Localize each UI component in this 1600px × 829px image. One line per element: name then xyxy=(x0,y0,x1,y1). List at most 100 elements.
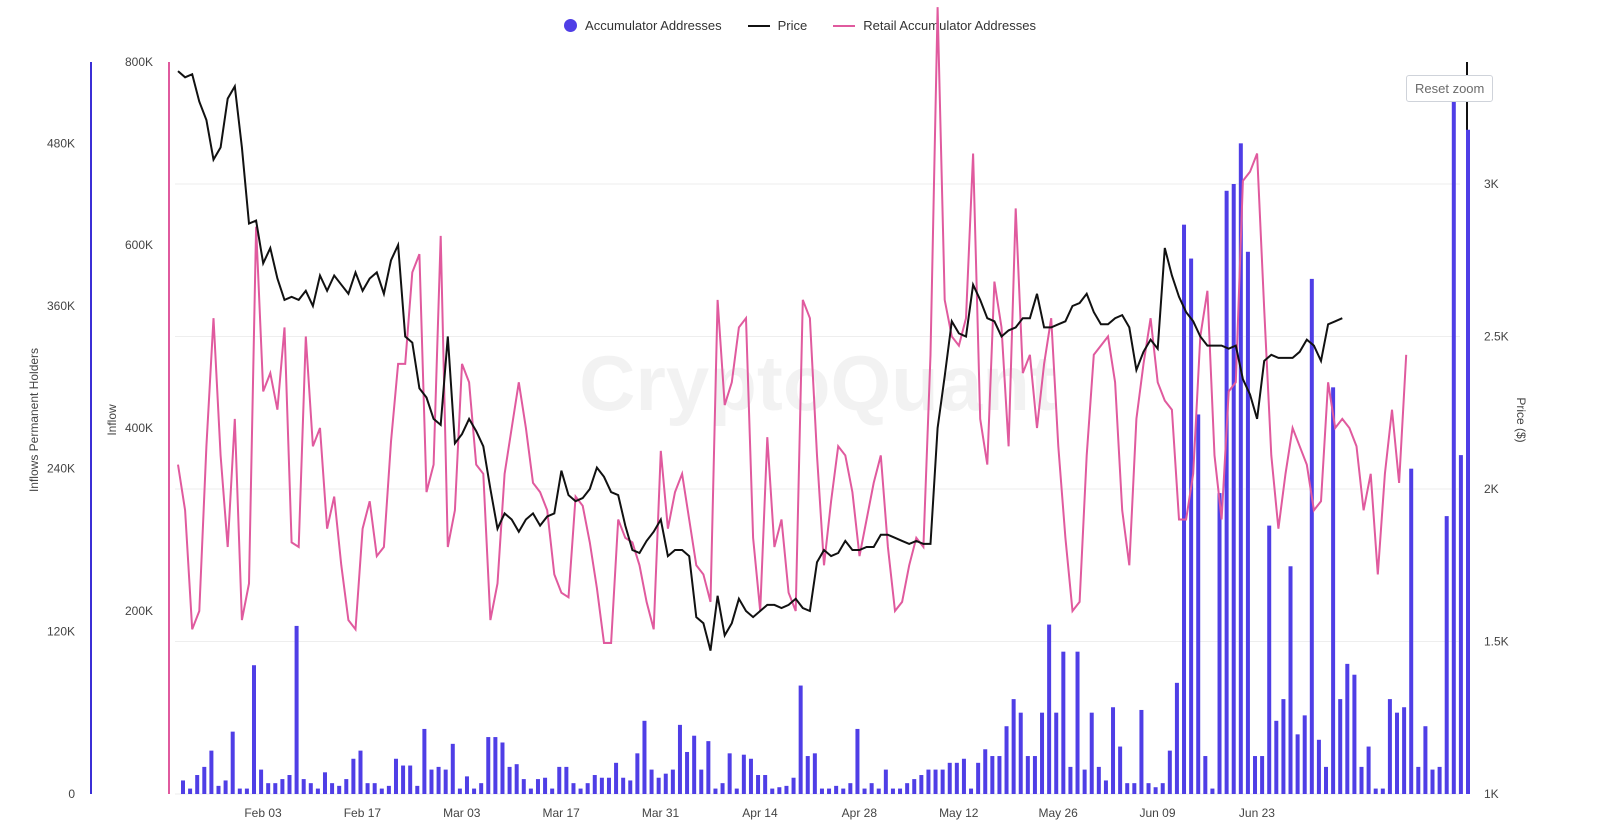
bar-accumulator xyxy=(322,772,327,794)
y-inner-tick-label: 200K xyxy=(125,604,153,618)
y-inner-tick-label: 800K xyxy=(125,55,153,69)
bar-accumulator xyxy=(379,788,384,794)
bar-accumulator xyxy=(727,753,732,794)
bar-accumulator xyxy=(1224,190,1229,794)
bar-accumulator xyxy=(905,783,910,794)
bar-accumulator xyxy=(1430,769,1435,794)
bar-accumulator xyxy=(614,762,619,794)
bar-accumulator xyxy=(990,756,995,794)
bar-accumulator xyxy=(635,753,640,794)
bar-accumulator xyxy=(287,775,292,794)
bar-accumulator xyxy=(670,769,675,794)
bar-accumulator xyxy=(585,783,590,794)
bar-accumulator xyxy=(1167,750,1172,794)
bar-accumulator xyxy=(763,775,768,794)
bar-accumulator xyxy=(1111,707,1116,794)
bar-accumulator xyxy=(457,788,462,794)
bar-accumulator xyxy=(443,769,448,794)
bar-accumulator xyxy=(777,787,782,794)
bar-accumulator xyxy=(493,737,498,794)
bar-accumulator xyxy=(429,769,434,794)
series-line-price xyxy=(177,70,1343,651)
legend-line-icon xyxy=(747,24,770,27)
bar-accumulator xyxy=(961,758,966,794)
bar-accumulator xyxy=(1089,712,1094,794)
bar-accumulator xyxy=(535,779,540,794)
bar-accumulator xyxy=(436,766,441,794)
bar-accumulator xyxy=(358,750,363,794)
bar-accumulator xyxy=(280,779,285,794)
bar-accumulator xyxy=(223,780,228,794)
bar-accumulator xyxy=(770,788,775,794)
bar-accumulator xyxy=(1075,651,1080,794)
bar-accumulator xyxy=(1359,766,1364,794)
bar-accumulator xyxy=(1238,143,1243,795)
watermark: CryptoQuant xyxy=(579,339,1056,427)
bar-accumulator xyxy=(1316,739,1321,794)
bar-accumulator xyxy=(216,785,221,794)
bar-accumulator xyxy=(315,788,320,794)
bar-accumulator xyxy=(1402,707,1407,794)
legend-item-retail[interactable]: Retail Accumulator Addresses xyxy=(833,18,1036,33)
bar-accumulator xyxy=(450,743,455,794)
bar-accumulator xyxy=(656,777,661,794)
bar-accumulator xyxy=(1153,787,1158,794)
bar-accumulator xyxy=(543,777,548,794)
bar-accumulator xyxy=(741,754,746,794)
bar-accumulator xyxy=(181,780,185,794)
bar-accumulator xyxy=(1253,756,1258,794)
bar-accumulator xyxy=(699,769,704,794)
bar-accumulator xyxy=(1217,493,1222,794)
bar-accumulator xyxy=(1423,726,1428,794)
bar-accumulator xyxy=(976,762,981,794)
y-price-tick-label: 2K xyxy=(1484,482,1499,496)
bar-accumulator xyxy=(514,764,519,794)
bar-accumulator xyxy=(1139,709,1144,794)
bar-accumulator xyxy=(819,788,824,794)
bar-accumulator xyxy=(1146,783,1151,794)
bar-accumulator xyxy=(834,785,839,794)
bar-accumulator xyxy=(876,788,881,794)
bar-accumulator xyxy=(230,731,235,794)
bar-accumulator xyxy=(628,780,633,794)
bar-accumulator xyxy=(947,762,952,794)
bar-accumulator xyxy=(1203,756,1208,794)
bar-accumulator xyxy=(486,737,491,794)
y-price-tick-label: 3K xyxy=(1484,177,1499,191)
bar-accumulator xyxy=(827,788,832,794)
bar-accumulator xyxy=(791,777,796,794)
bar-accumulator xyxy=(869,783,874,794)
bar-accumulator xyxy=(195,775,200,794)
bar-accumulator xyxy=(1018,712,1023,794)
bar-accumulator xyxy=(188,788,193,794)
bar-accumulator xyxy=(969,788,974,794)
x-tick-label: May 26 xyxy=(1038,806,1078,820)
legend-item-accumulator[interactable]: Accumulator Addresses xyxy=(564,18,722,33)
bar-accumulator xyxy=(734,788,739,794)
legend-dot-icon xyxy=(564,19,578,32)
bar-accumulator xyxy=(1182,224,1187,794)
bar-accumulator xyxy=(1373,788,1378,794)
y-inner-tick-label: 400K xyxy=(125,421,153,435)
y-outer-tick-label: 480K xyxy=(47,136,75,150)
bar-accumulator xyxy=(273,783,278,794)
bar-accumulator xyxy=(209,750,214,794)
legend-line-icon xyxy=(833,24,856,27)
bar-accumulator xyxy=(912,779,917,794)
legend-item-price[interactable]: Price xyxy=(747,18,807,33)
bar-accumulator xyxy=(351,758,356,794)
bar-accumulator xyxy=(1267,525,1272,794)
bar-accumulator xyxy=(1338,699,1343,794)
bar-accumulator xyxy=(550,788,555,794)
bar-accumulator xyxy=(372,783,377,794)
bar-accumulator xyxy=(1196,414,1201,794)
bar-accumulator xyxy=(919,775,924,794)
bar-accumulator xyxy=(1458,455,1463,794)
reset-zoom-button[interactable]: Reset zoom xyxy=(1406,75,1494,102)
bar-accumulator xyxy=(1174,682,1179,794)
y-inner-tick-label: 600K xyxy=(125,238,153,252)
bar-accumulator xyxy=(401,765,406,794)
bar-accumulator xyxy=(578,788,583,794)
y-price-tick-label: 1K xyxy=(1484,787,1499,801)
bar-accumulator xyxy=(259,769,264,794)
